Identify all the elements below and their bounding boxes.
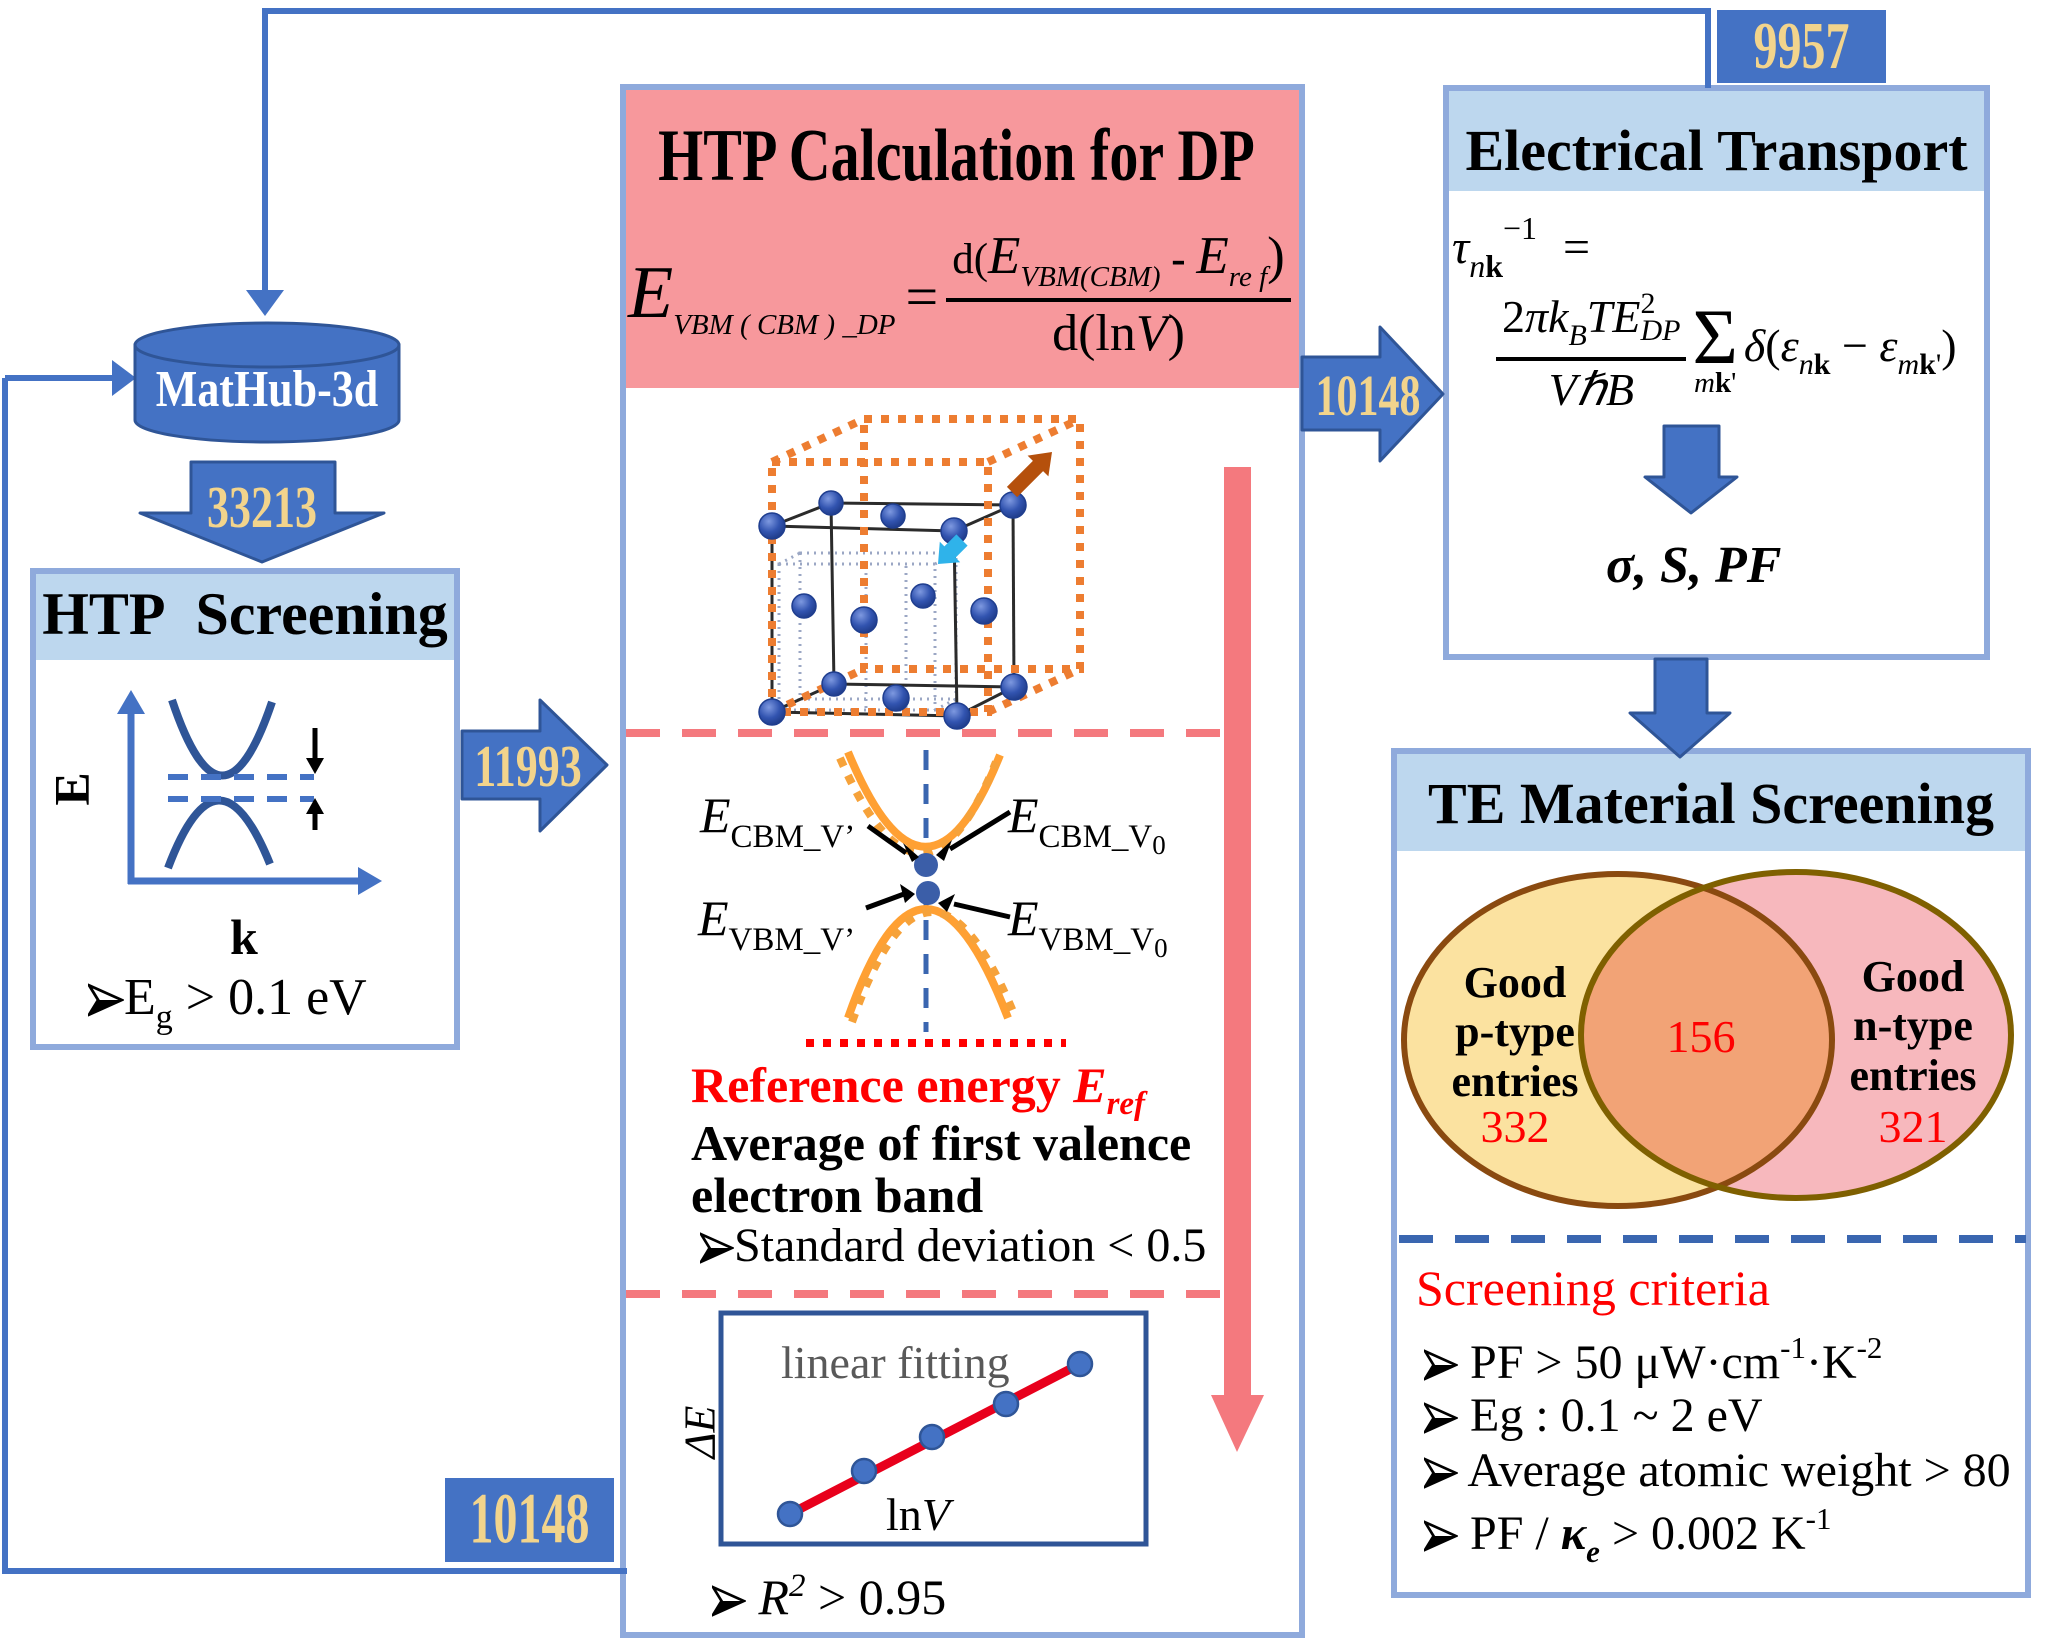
- svg-text:10148: 10148: [1316, 363, 1421, 427]
- svg-text:33213: 33213: [207, 475, 317, 541]
- svg-text:MatHub-3d: MatHub-3d: [156, 361, 379, 418]
- svg-text:11993: 11993: [474, 734, 582, 800]
